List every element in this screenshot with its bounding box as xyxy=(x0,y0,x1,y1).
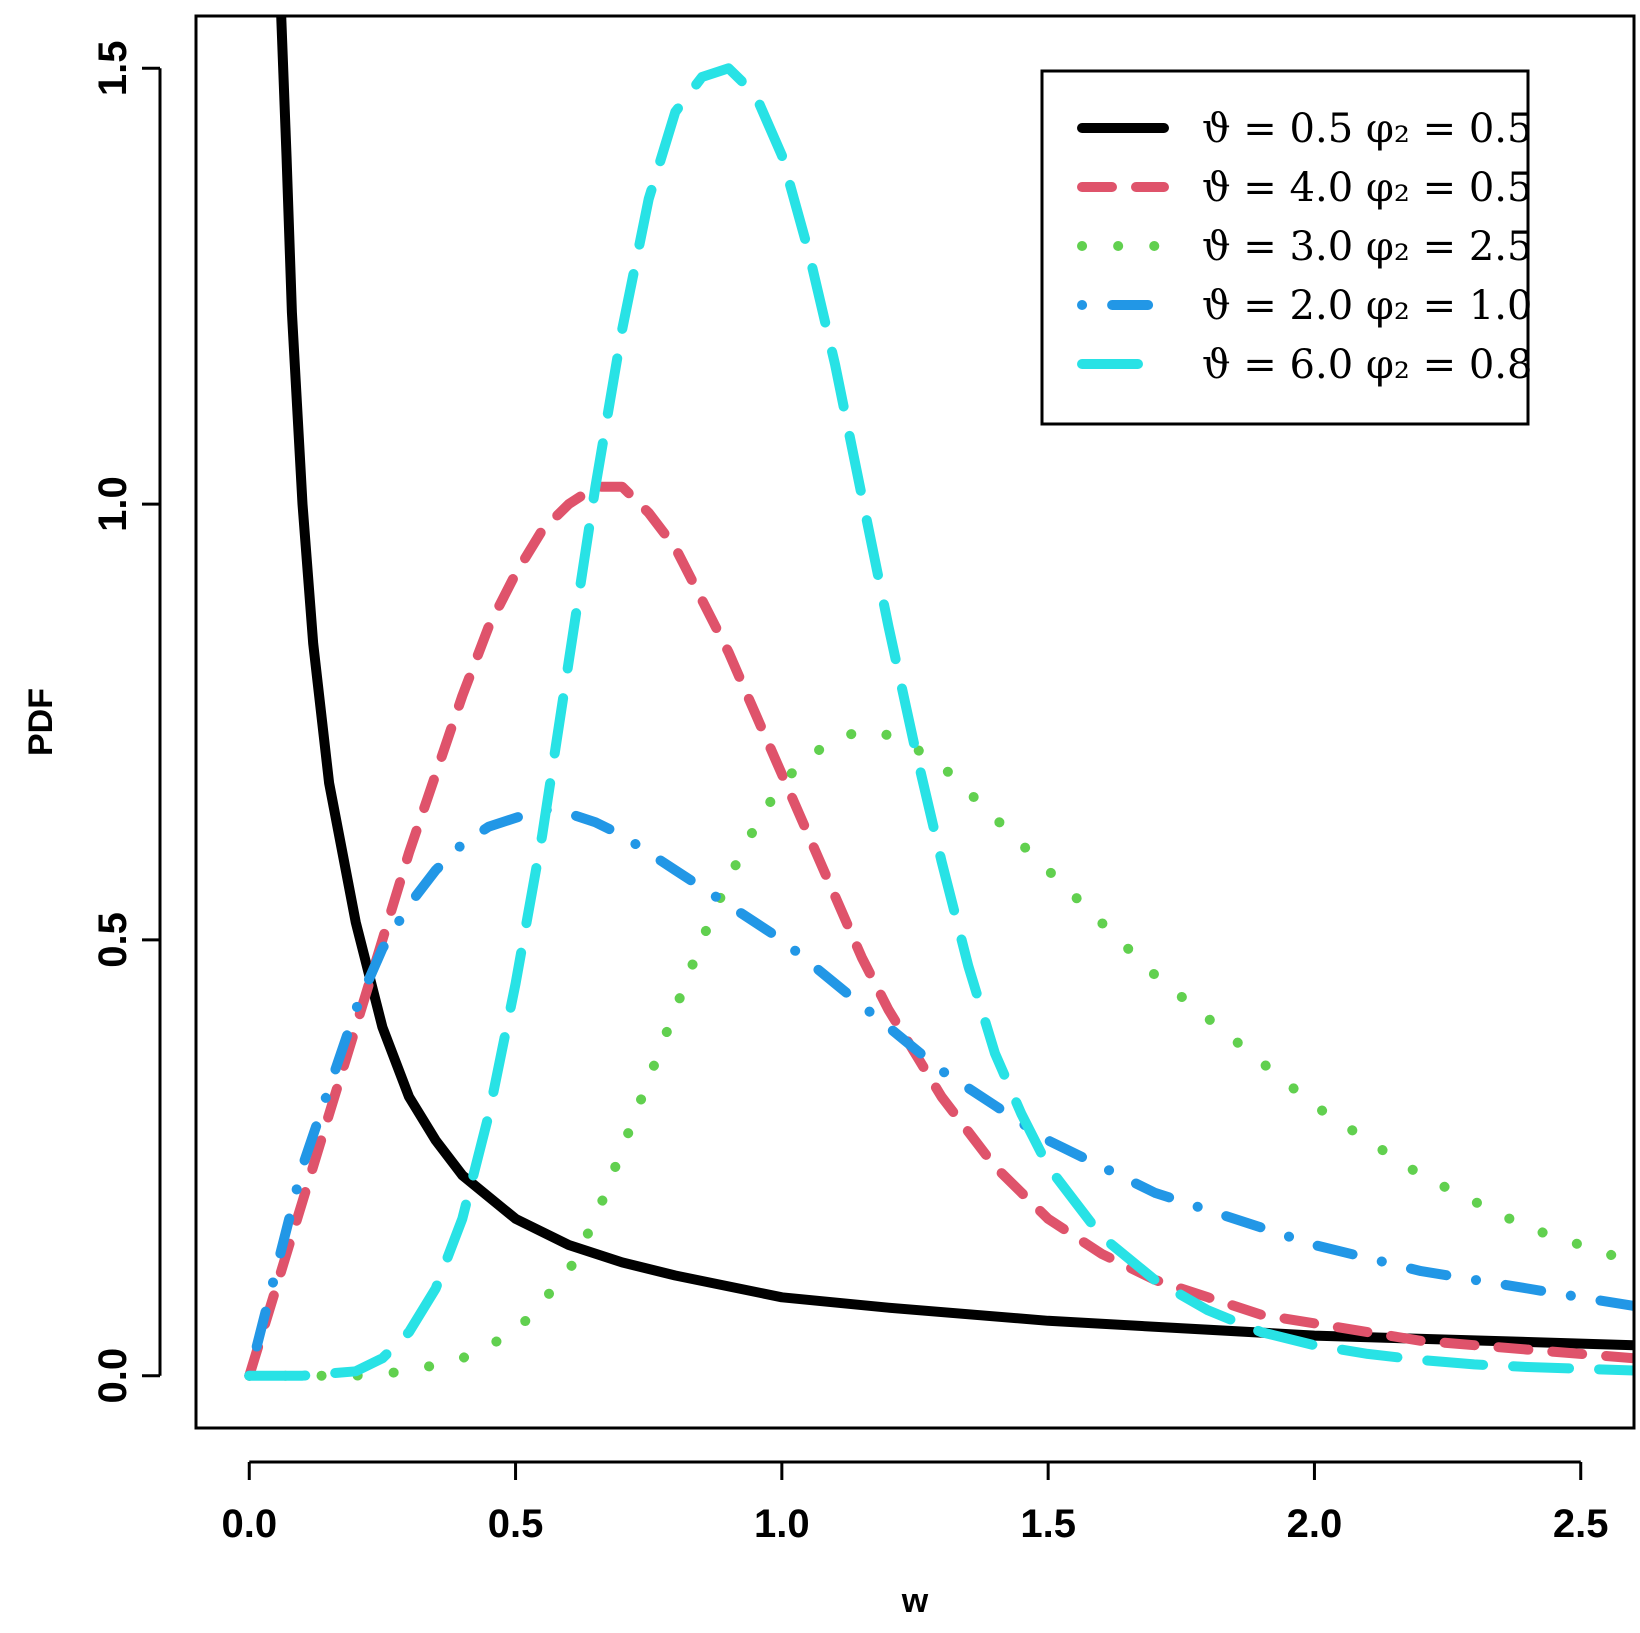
series-line-1 xyxy=(276,16,1634,1351)
y-tick-label: 1.5 xyxy=(91,40,135,96)
y-axis: 0.0 0.5 1.0 1.5 xyxy=(91,40,162,1404)
series-line-2 xyxy=(244,481,1634,1381)
legend-label-4: ϑ = 2.0 φ₂ = 1.0 xyxy=(1202,283,1532,329)
series-line-4 xyxy=(244,804,1634,1381)
legend-label-2: ϑ = 4.0 φ₂ = 0.5 xyxy=(1202,165,1532,211)
x-axis: 0.0 0.5 1.0 1.5 2.0 2.5 xyxy=(221,1460,1609,1546)
x-tick-label: 1.5 xyxy=(1020,1502,1076,1546)
plot-frame xyxy=(194,14,1636,1430)
y-tick-label: 1.0 xyxy=(91,476,135,532)
x-tick-label: 1.0 xyxy=(754,1502,810,1546)
x-tick-label: 0.0 xyxy=(221,1502,277,1546)
x-tick-label: 0.5 xyxy=(488,1502,544,1546)
legend: ϑ = 0.5 φ₂ = 0.5 ϑ = 4.0 φ₂ = 0.5 ϑ = 3.0 … xyxy=(1040,69,1532,426)
legend-label-3: ϑ = 3.0 φ₂ = 2.5 xyxy=(1202,224,1532,270)
x-tick-label: 2.5 xyxy=(1553,1502,1609,1546)
series-line-3 xyxy=(244,725,1634,1381)
y-tick-label: 0.5 xyxy=(91,912,135,968)
x-axis-title: w xyxy=(901,1582,929,1620)
y-axis-title: PDF xyxy=(22,688,60,756)
x-tick-label: 2.0 xyxy=(1287,1502,1343,1546)
series-layer xyxy=(244,16,1634,1381)
legend-label-5: ϑ = 6.0 φ₂ = 0.8 xyxy=(1202,342,1532,388)
series-line-5 xyxy=(244,63,1634,1381)
legend-label-1: ϑ = 0.5 φ₂ = 0.5 xyxy=(1202,106,1532,152)
y-tick-label: 0.0 xyxy=(91,1348,135,1404)
